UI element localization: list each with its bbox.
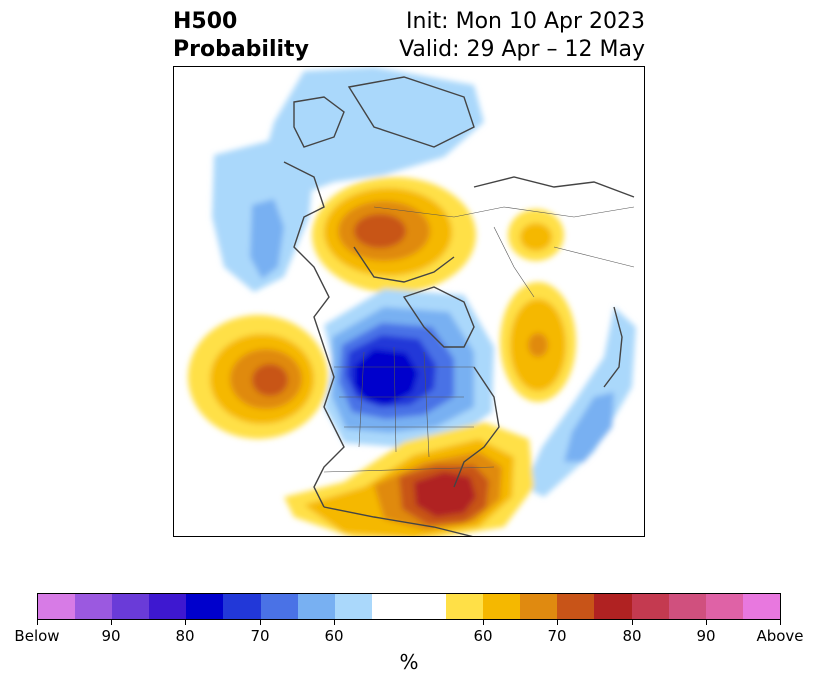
colorbar-segment: [520, 594, 558, 619]
colorbar-segment: [223, 594, 261, 619]
colorbar-tick: [334, 620, 335, 625]
colorbar-tick: [37, 620, 38, 625]
colorbar-tick-label: 80: [175, 627, 195, 645]
colorbar-tick: [111, 620, 112, 625]
colorbar-tick: [557, 620, 558, 625]
colorbar-segment: [38, 594, 76, 619]
colorbar-tick: [185, 620, 186, 625]
colorbar-tick-label: 60: [473, 627, 493, 645]
colorbar-segment: [297, 594, 335, 619]
anomaly-arctic-below: [264, 67, 484, 197]
colorbar-segment: [186, 594, 224, 619]
valid-range: Valid: 29 Apr – 12 May: [399, 37, 645, 62]
colorbar-segment: [594, 594, 632, 619]
title-line-2: Probability: [173, 37, 309, 62]
init-date: Init: Mon 10 Apr 2023: [406, 9, 645, 34]
colorbar-segment: [483, 594, 521, 619]
borders: [323, 206, 635, 473]
colorbar-segment: [334, 594, 372, 619]
colorbar: [37, 593, 781, 620]
colorbar-tick-label: 90: [696, 627, 716, 645]
colorbar-segment: [742, 594, 780, 619]
map-canvas: [174, 67, 636, 536]
colorbar-tick: [706, 620, 707, 625]
anomaly-eastasia-below: [524, 307, 636, 497]
colorbar-segment: [75, 594, 113, 619]
colorbar-unit-label: %: [399, 650, 419, 674]
colorbar-segment: [705, 594, 743, 619]
colorbar-segment: [557, 594, 595, 619]
colorbar-tick-label: Below: [14, 627, 60, 645]
anomaly-alaska-core: [250, 199, 284, 279]
title-line-1: H500: [173, 9, 238, 34]
colorbar-tick-label: 70: [547, 627, 567, 645]
colorbar-segment: [260, 594, 298, 619]
colorbar-tick-label: 60: [324, 627, 344, 645]
colorbar-tick: [632, 620, 633, 625]
colorbar-tick: [780, 620, 781, 625]
colorbar-tick-label: Above: [756, 627, 804, 645]
date-info: Init: Mon 10 Apr 2023 Valid: 29 Apr – 12…: [399, 8, 645, 64]
colorbar-tick-label: 90: [101, 627, 121, 645]
probability-map: [173, 66, 645, 537]
colorbar-tick: [260, 620, 261, 625]
map-title: H500 Probability: [173, 8, 309, 64]
colorbar-segment: [446, 594, 484, 619]
colorbar-segment: [631, 594, 669, 619]
colorbar-tick-label: 70: [250, 627, 270, 645]
colorbar-tick-label: 80: [622, 627, 642, 645]
colorbar-segment: [668, 594, 706, 619]
colorbar-segment: [149, 594, 187, 619]
colorbar-tick: [483, 620, 484, 625]
colorbar-segment: [112, 594, 150, 619]
coastlines: [283, 76, 635, 536]
anomaly-eastus-core: [414, 472, 476, 517]
colorbar-segment: [371, 594, 447, 619]
anomaly-canada-core: [354, 349, 418, 405]
